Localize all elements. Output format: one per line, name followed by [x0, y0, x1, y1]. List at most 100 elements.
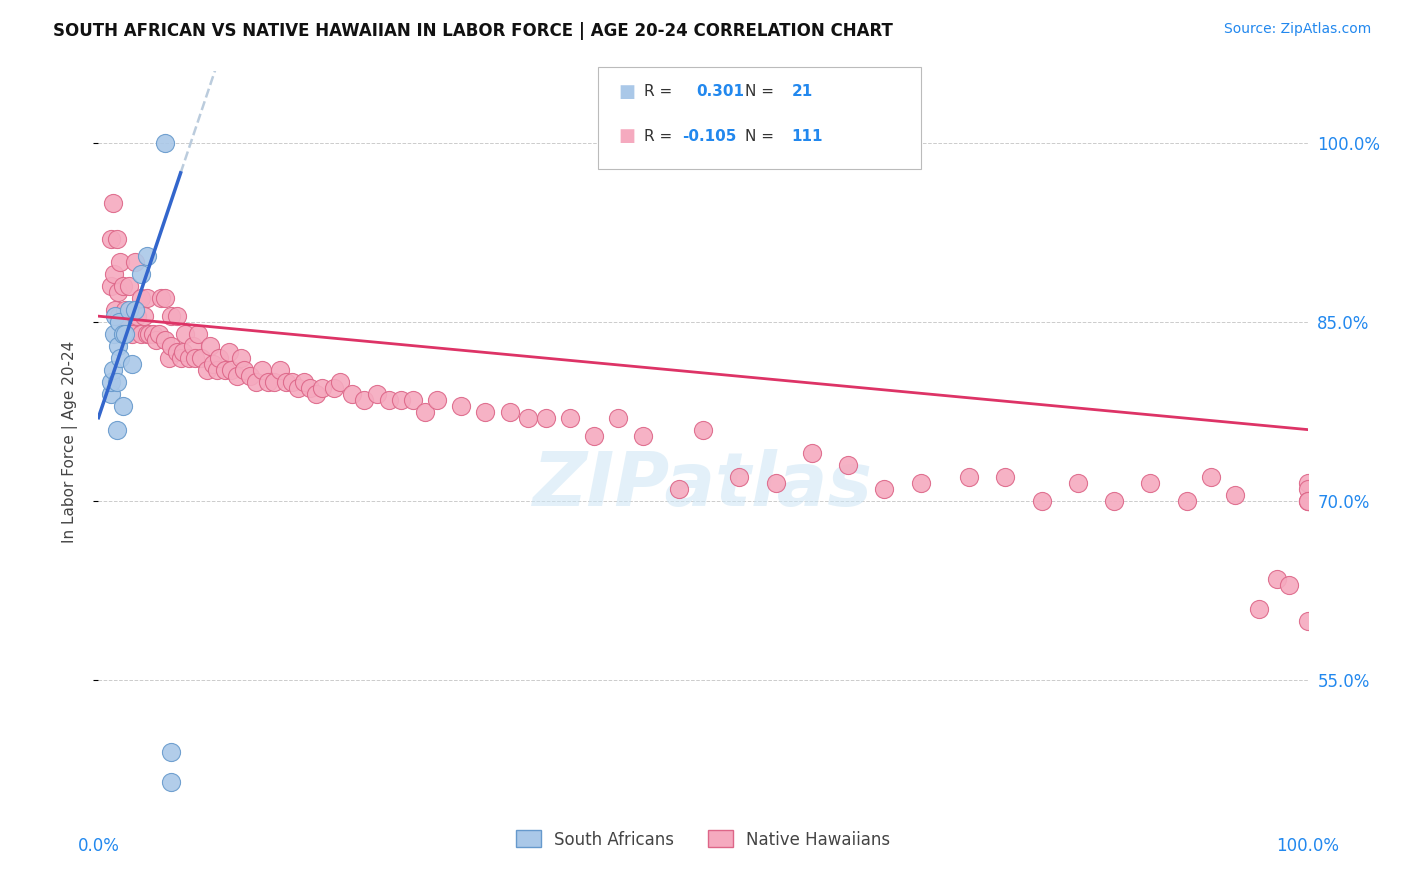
Point: [323, 381, 346, 395]
Text: Source: ZipAtlas.com: Source: ZipAtlas.com: [1223, 22, 1371, 37]
Point: [274, 375, 297, 389]
Point: [101, 195, 124, 210]
Point: [229, 351, 252, 365]
Point: [607, 410, 630, 425]
Point: [108, 255, 131, 269]
Point: [129, 268, 152, 282]
Point: [402, 392, 425, 407]
Point: [287, 381, 309, 395]
Point: [129, 291, 152, 305]
Point: [187, 327, 209, 342]
Text: R =: R =: [644, 129, 678, 144]
Text: 100.0%: 100.0%: [1277, 837, 1339, 855]
Point: [166, 345, 188, 359]
Point: [124, 303, 146, 318]
Point: [124, 303, 146, 318]
Point: [153, 136, 176, 150]
Point: [179, 351, 201, 365]
Point: [311, 381, 333, 395]
Point: [342, 386, 364, 401]
Point: [226, 368, 249, 383]
Point: [160, 775, 183, 789]
Text: SOUTH AFRICAN VS NATIVE HAWAIIAN IN LABOR FORCE | AGE 20-24 CORRELATION CHART: SOUTH AFRICAN VS NATIVE HAWAIIAN IN LABO…: [53, 22, 893, 40]
Point: [1267, 572, 1289, 586]
Point: [111, 327, 134, 342]
Point: [534, 410, 557, 425]
Point: [1296, 483, 1319, 497]
Point: [957, 470, 980, 484]
Point: [100, 279, 122, 293]
Point: [105, 231, 128, 245]
Point: [101, 363, 124, 377]
Point: [250, 363, 273, 377]
Point: [1175, 494, 1198, 508]
Point: [994, 470, 1017, 484]
Point: [195, 363, 218, 377]
Point: [135, 327, 157, 342]
Point: [329, 375, 352, 389]
Point: [169, 351, 191, 365]
Point: [1102, 494, 1125, 508]
Point: [142, 327, 165, 342]
Point: [1296, 494, 1319, 508]
Point: [800, 446, 823, 460]
Point: [1296, 476, 1319, 491]
Point: [114, 327, 136, 342]
Text: -0.105: -0.105: [682, 129, 737, 144]
Point: [111, 399, 134, 413]
Text: R =: R =: [644, 85, 678, 99]
Point: [135, 291, 157, 305]
Point: [121, 357, 143, 371]
Point: [281, 375, 304, 389]
Point: [1031, 494, 1053, 508]
Point: [108, 309, 131, 323]
Point: [205, 363, 228, 377]
Text: ■: ■: [619, 128, 636, 145]
Point: [107, 339, 129, 353]
Point: [450, 399, 472, 413]
Point: [138, 327, 160, 342]
Text: 0.0%: 0.0%: [77, 837, 120, 855]
Point: [426, 392, 449, 407]
Point: [121, 327, 143, 342]
Point: [218, 345, 240, 359]
Point: [135, 250, 157, 264]
Text: 111: 111: [792, 129, 823, 144]
Point: [263, 375, 285, 389]
Point: [184, 351, 207, 365]
Point: [269, 363, 291, 377]
Point: [108, 315, 131, 329]
Point: [910, 476, 932, 491]
Point: [105, 423, 128, 437]
Point: [1296, 614, 1319, 628]
Point: [198, 339, 221, 353]
Point: [118, 303, 141, 318]
Point: [413, 405, 436, 419]
Point: [631, 428, 654, 442]
Point: [474, 405, 496, 419]
Point: [145, 333, 167, 347]
Point: [118, 315, 141, 329]
Point: [299, 381, 322, 395]
Point: [765, 476, 787, 491]
Point: [498, 405, 520, 419]
Point: [873, 483, 896, 497]
Point: [305, 386, 328, 401]
Point: [837, 458, 859, 473]
Point: [160, 745, 183, 759]
Point: [377, 392, 399, 407]
Point: [127, 309, 149, 323]
Point: [256, 375, 278, 389]
Point: [105, 375, 128, 389]
Point: [1199, 470, 1222, 484]
Point: [1139, 476, 1161, 491]
Point: [1296, 494, 1319, 508]
Text: N =: N =: [745, 129, 779, 144]
Text: 21: 21: [792, 85, 813, 99]
Point: [107, 285, 129, 300]
Point: [1296, 494, 1319, 508]
Point: [1278, 578, 1301, 592]
Point: [166, 309, 188, 323]
Point: [692, 423, 714, 437]
Point: [516, 410, 538, 425]
